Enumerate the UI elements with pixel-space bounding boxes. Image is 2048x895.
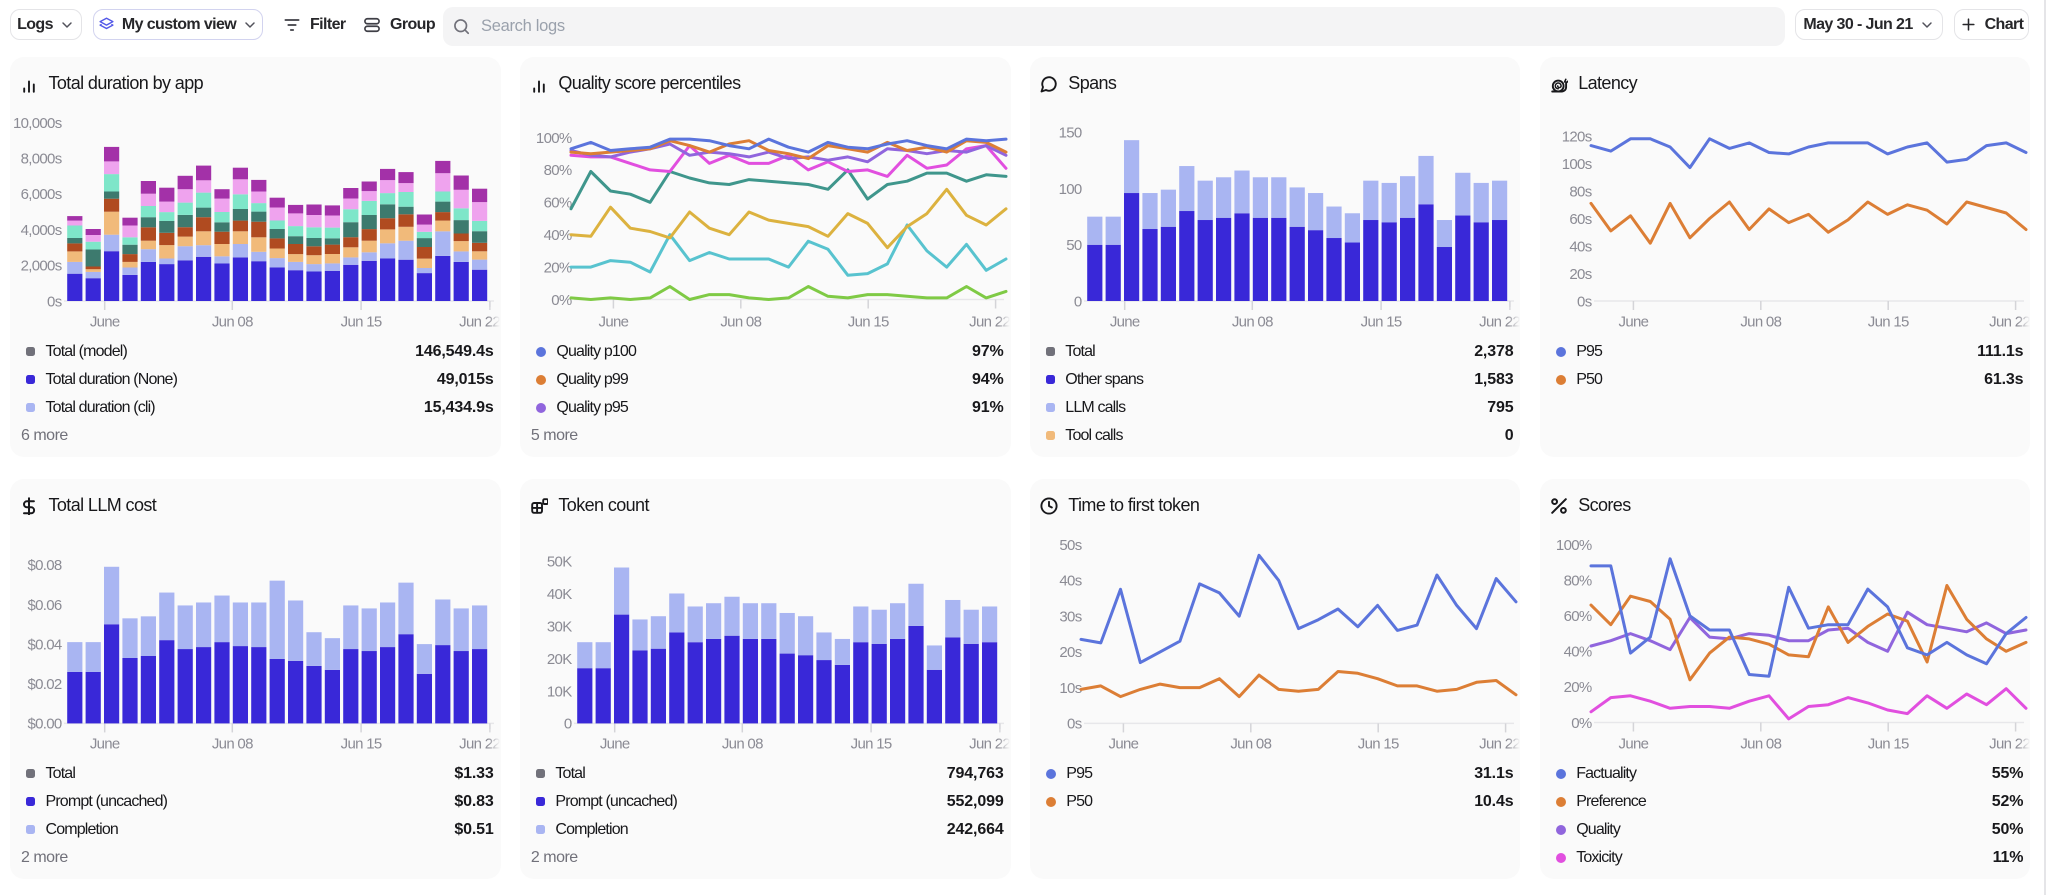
svg-text:50: 50 xyxy=(1066,237,1082,254)
svg-text:60%: 60% xyxy=(543,195,571,212)
svg-text:10s: 10s xyxy=(1059,680,1081,697)
svg-text:30K: 30K xyxy=(547,618,572,635)
svg-text:0s: 0s xyxy=(47,293,62,310)
svg-text:Jun 15: Jun 15 xyxy=(1867,314,1908,331)
svg-text:20%: 20% xyxy=(543,259,571,276)
svg-text:June: June xyxy=(600,736,630,753)
svg-text:Jun 15: Jun 15 xyxy=(1360,314,1401,331)
svg-text:June: June xyxy=(598,314,628,331)
svg-text:30s: 30s xyxy=(1059,608,1081,625)
svg-text:40%: 40% xyxy=(1563,644,1591,661)
svg-text:20K: 20K xyxy=(547,651,572,668)
svg-text:10,000s: 10,000s xyxy=(13,115,62,132)
svg-text:60s: 60s xyxy=(1569,211,1591,228)
svg-text:0s: 0s xyxy=(1067,716,1082,733)
svg-text:8,000s: 8,000s xyxy=(21,151,62,168)
svg-text:June: June xyxy=(90,736,120,753)
svg-text:80s: 80s xyxy=(1569,183,1591,200)
svg-text:150: 150 xyxy=(1058,125,1081,142)
svg-text:June: June xyxy=(1110,314,1140,331)
svg-text:Jun 15: Jun 15 xyxy=(848,314,889,331)
svg-text:Jun 08: Jun 08 xyxy=(212,314,253,331)
svg-text:Jun 08: Jun 08 xyxy=(1740,736,1781,753)
svg-text:Jun 15: Jun 15 xyxy=(341,736,382,753)
svg-text:June: June xyxy=(1108,736,1138,753)
svg-text:0: 0 xyxy=(564,716,572,733)
svg-text:10K: 10K xyxy=(547,683,572,700)
svg-text:50K: 50K xyxy=(547,553,572,570)
svg-text:80%: 80% xyxy=(1563,573,1591,590)
svg-text:Jun 15: Jun 15 xyxy=(1358,736,1399,753)
svg-text:100%: 100% xyxy=(536,130,572,147)
svg-text:$0.08: $0.08 xyxy=(27,557,61,574)
svg-text:60%: 60% xyxy=(1563,608,1591,625)
svg-text:Jun 08: Jun 08 xyxy=(1740,314,1781,331)
svg-text:$0.06: $0.06 xyxy=(27,597,61,614)
svg-text:40%: 40% xyxy=(543,227,571,244)
svg-text:4,000s: 4,000s xyxy=(21,222,62,239)
svg-text:Jun 08: Jun 08 xyxy=(722,736,763,753)
svg-text:100%: 100% xyxy=(1556,537,1592,554)
svg-text:40s: 40s xyxy=(1059,573,1081,590)
svg-text:0%: 0% xyxy=(1571,715,1592,732)
svg-text:Jun 08: Jun 08 xyxy=(1230,736,1271,753)
svg-text:80%: 80% xyxy=(543,162,571,179)
svg-text:6,000s: 6,000s xyxy=(21,186,62,203)
svg-text:0%: 0% xyxy=(551,292,572,309)
svg-text:Jun 08: Jun 08 xyxy=(1232,314,1273,331)
svg-text:50s: 50s xyxy=(1059,537,1081,554)
svg-text:Jun 08: Jun 08 xyxy=(212,736,253,753)
svg-text:June: June xyxy=(90,314,120,331)
svg-text:Jun 15: Jun 15 xyxy=(341,314,382,331)
svg-text:June: June xyxy=(1618,736,1648,753)
svg-text:2,000s: 2,000s xyxy=(21,258,62,275)
svg-text:Jun 15: Jun 15 xyxy=(1867,736,1908,753)
svg-text:120s: 120s xyxy=(1561,128,1591,145)
svg-text:$0.00: $0.00 xyxy=(27,716,61,733)
svg-text:$0.02: $0.02 xyxy=(27,676,61,693)
svg-text:20%: 20% xyxy=(1563,679,1591,696)
svg-text:Jun 08: Jun 08 xyxy=(720,314,761,331)
svg-text:June: June xyxy=(1618,314,1648,331)
svg-text:40s: 40s xyxy=(1569,238,1591,255)
svg-text:0: 0 xyxy=(1074,293,1082,310)
svg-text:Jun 15: Jun 15 xyxy=(851,736,892,753)
svg-text:$0.04: $0.04 xyxy=(27,636,61,653)
svg-text:20s: 20s xyxy=(1059,644,1081,661)
svg-text:40K: 40K xyxy=(547,586,572,603)
svg-text:0s: 0s xyxy=(1577,293,1592,310)
svg-text:100: 100 xyxy=(1058,181,1081,198)
svg-text:100s: 100s xyxy=(1561,156,1591,173)
svg-text:20s: 20s xyxy=(1569,266,1591,283)
